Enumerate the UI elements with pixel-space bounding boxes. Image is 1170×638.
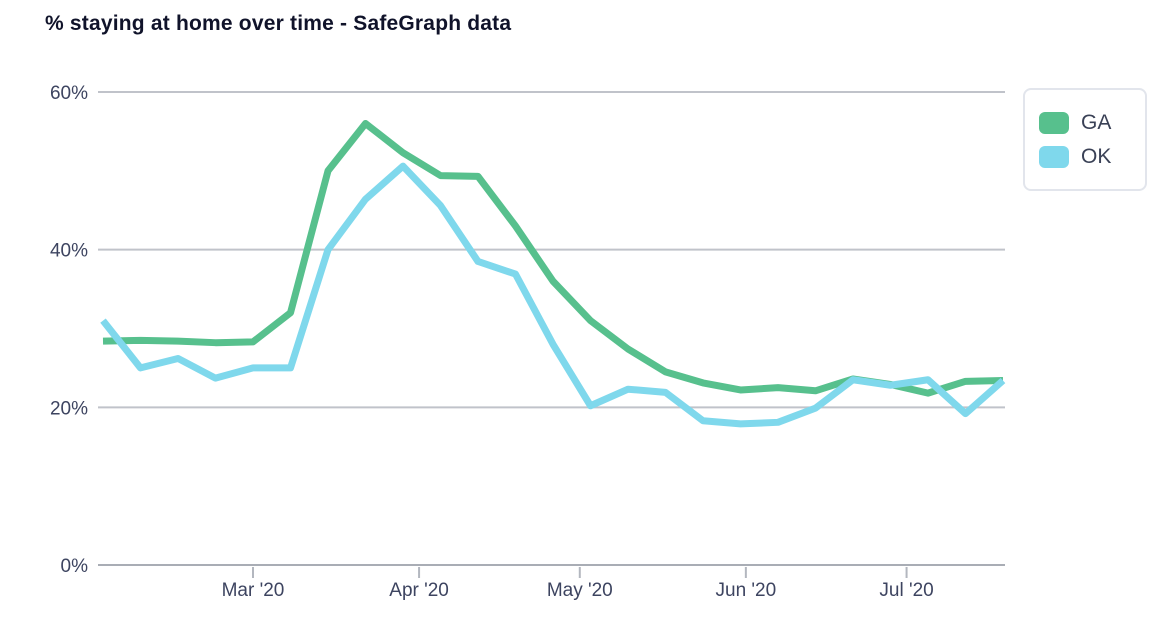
x-axis-label-2: May '20 <box>547 580 613 601</box>
y-axis-label-20: 20% <box>50 398 88 419</box>
legend-item-ga[interactable]: GA <box>1039 111 1145 135</box>
ga-series-swatch <box>1039 111 1069 134</box>
y-axis-label-40: 40% <box>50 241 88 262</box>
legend-label-ok: OK <box>1081 144 1112 168</box>
legend-label-ga: GA <box>1081 110 1112 134</box>
y-axis-label-60: 60% <box>50 83 88 104</box>
chart-title: % staying at home over time - SafeGraph … <box>45 12 512 35</box>
legend: GA OK <box>1023 88 1147 191</box>
legend-item-ok[interactable]: OK <box>1039 145 1145 169</box>
x-axis-label-3: Jun '20 <box>716 580 777 601</box>
y-axis-label-0: 0% <box>61 556 89 577</box>
x-axis-label-1: Apr '20 <box>389 580 449 601</box>
series-line-ok <box>100 162 1006 428</box>
x-axis-label-4: Jul '20 <box>879 580 933 601</box>
ok-series-swatch <box>1039 145 1069 168</box>
series-line-ga <box>102 120 1004 397</box>
x-axis-label-0: Mar '20 <box>222 580 285 601</box>
